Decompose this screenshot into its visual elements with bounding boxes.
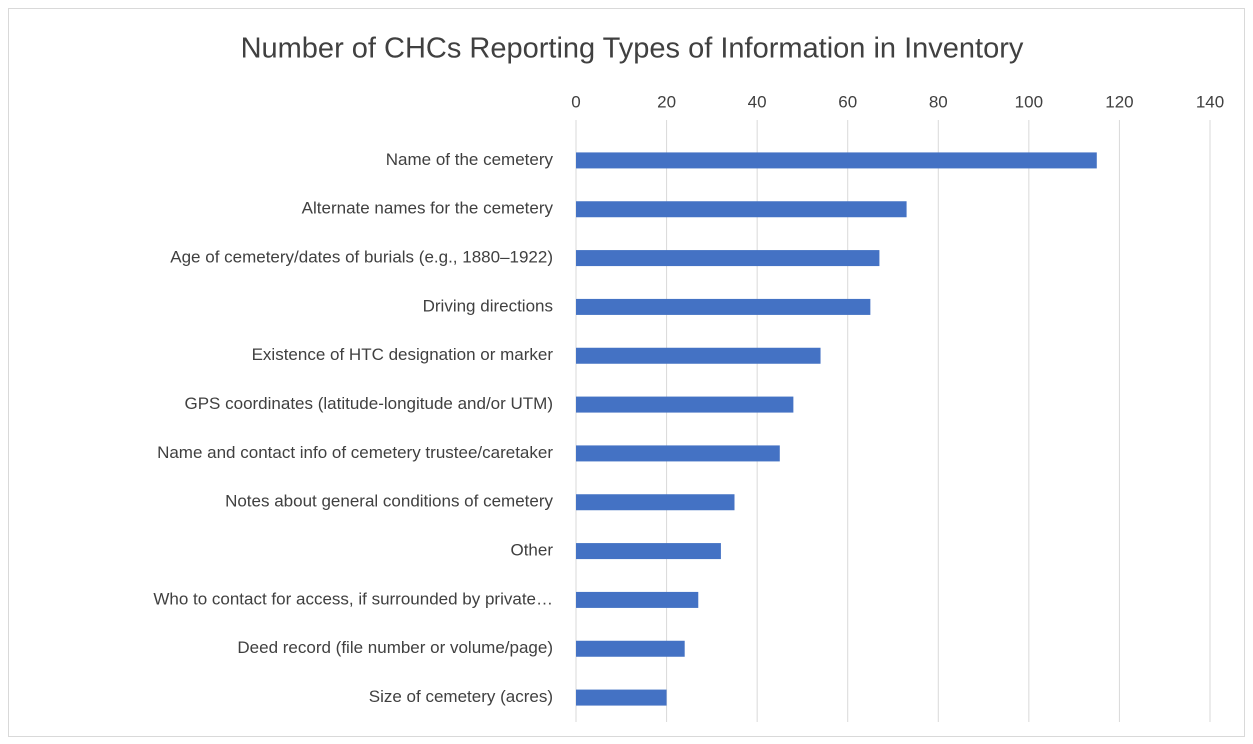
bar — [576, 445, 780, 462]
x-tick-label: 120 — [1105, 92, 1133, 111]
x-tick-label: 0 — [571, 92, 580, 111]
y-tick-label: GPS coordinates (latitude-longitude and/… — [184, 394, 553, 413]
y-tick-label: Name and contact info of cemetery truste… — [157, 443, 553, 462]
bar — [576, 201, 907, 218]
y-tick-label: Existence of HTC designation or marker — [252, 345, 554, 364]
chart-title: Number of CHCs Reporting Types of Inform… — [241, 33, 1024, 65]
x-tick-label: 140 — [1196, 92, 1224, 111]
x-tick-label: 20 — [657, 92, 676, 111]
bar — [576, 152, 1097, 169]
bar — [576, 689, 667, 706]
bar — [576, 298, 871, 315]
y-tick-label: Driving directions — [423, 296, 553, 315]
bar — [576, 347, 821, 364]
chart-border — [8, 8, 1245, 737]
bar — [576, 591, 699, 608]
x-tick-label: 100 — [1015, 92, 1043, 111]
bar — [576, 640, 685, 657]
y-tick-label: Size of cemetery (acres) — [369, 687, 553, 706]
bar — [576, 396, 794, 413]
bar — [576, 543, 721, 560]
y-tick-label: Age of cemetery/dates of burials (e.g., … — [170, 248, 553, 267]
y-tick-label: Other — [510, 541, 553, 560]
x-tick-label: 80 — [929, 92, 948, 111]
y-tick-label: Deed record (file number or volume/page) — [237, 638, 553, 657]
y-tick-label: Alternate names for the cemetery — [302, 199, 554, 218]
y-tick-label: Who to contact for access, if surrounded… — [153, 589, 553, 608]
y-tick-label: Notes about general conditions of cemete… — [225, 492, 553, 511]
bar — [576, 250, 880, 267]
bar — [576, 494, 735, 511]
x-tick-label: 60 — [838, 92, 857, 111]
y-tick-label: Name of the cemetery — [386, 150, 554, 169]
x-tick-label: 40 — [748, 92, 767, 111]
